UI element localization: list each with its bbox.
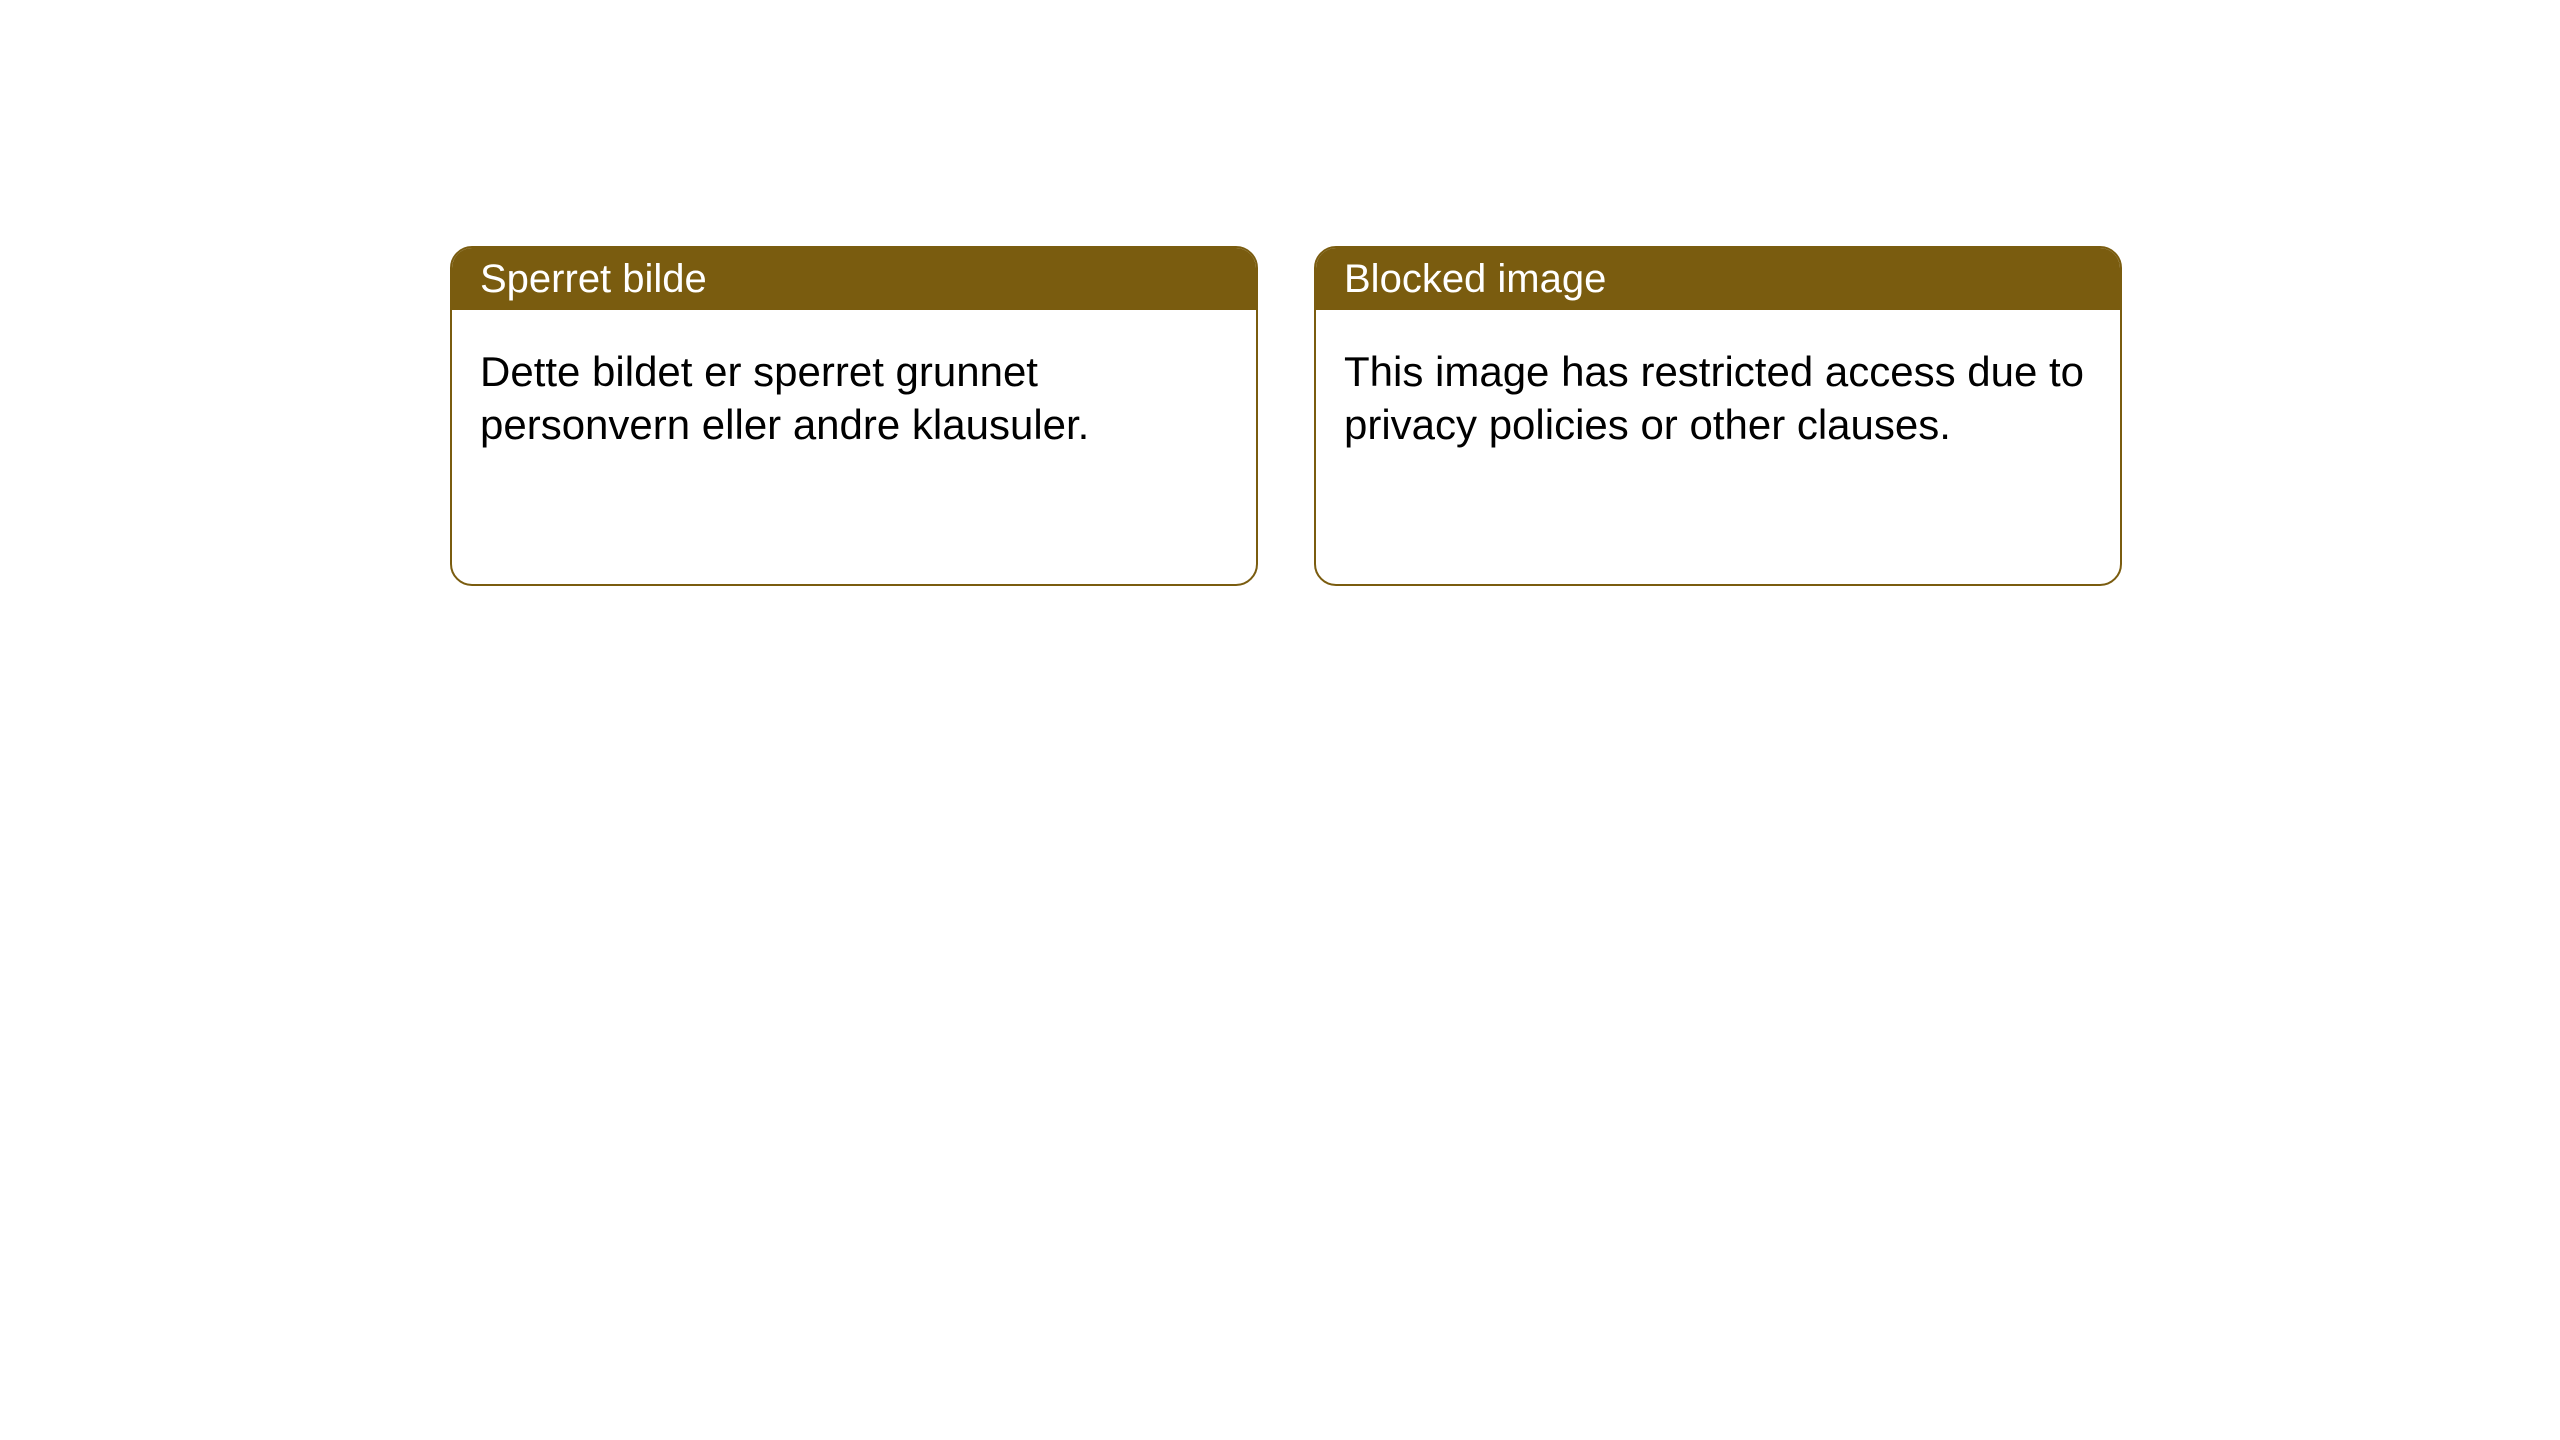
- notice-card-body-no: Dette bildet er sperret grunnet personve…: [452, 310, 1256, 487]
- notice-card-header-en: Blocked image: [1316, 248, 2120, 310]
- notice-card-en: Blocked image This image has restricted …: [1314, 246, 2122, 586]
- notice-card-body-en: This image has restricted access due to …: [1316, 310, 2120, 487]
- cards-container: Sperret bilde Dette bildet er sperret gr…: [0, 0, 2560, 586]
- notice-card-no: Sperret bilde Dette bildet er sperret gr…: [450, 246, 1258, 586]
- notice-card-header-no: Sperret bilde: [452, 248, 1256, 310]
